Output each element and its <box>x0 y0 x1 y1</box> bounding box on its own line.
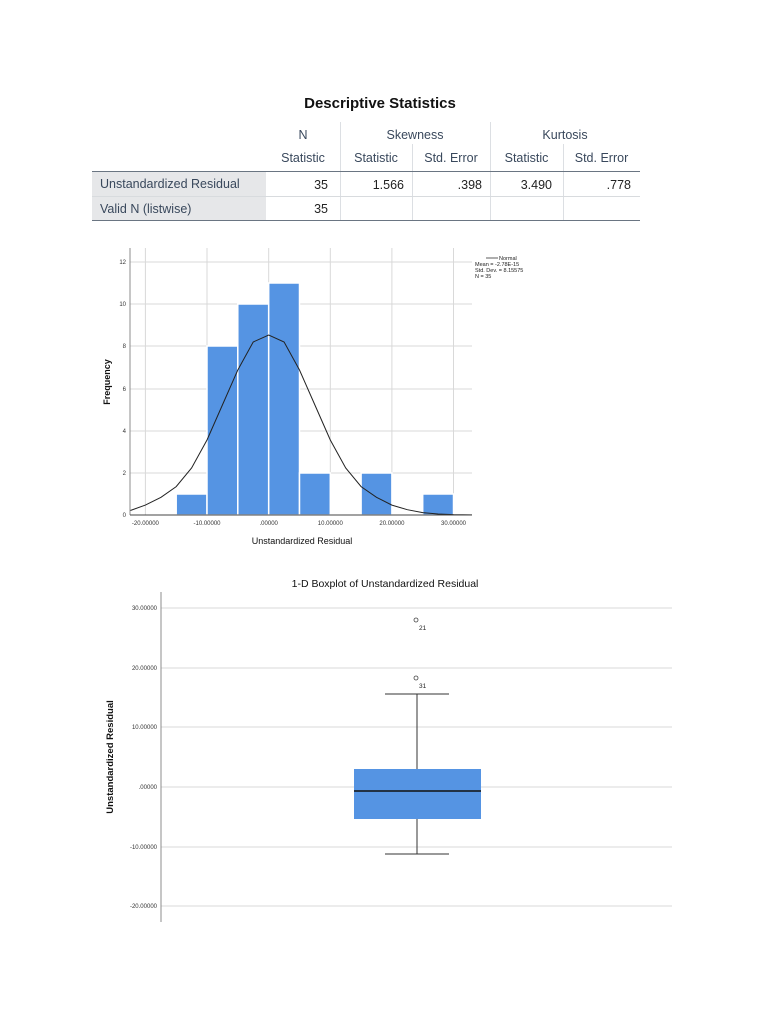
row-label: Unstandardized Residual <box>92 172 266 196</box>
col-divider <box>412 144 413 220</box>
table-bottom-border <box>92 220 640 221</box>
outlier-circle-icon <box>413 617 419 623</box>
y-tick: 0 <box>123 513 127 519</box>
y-tick: 20.00000 <box>132 666 158 672</box>
x-tick: 10.00000 <box>318 521 344 527</box>
y-axis-label: Frequency <box>102 359 112 405</box>
header-skewness: Skewness <box>386 128 444 142</box>
y-tick: -10.00000 <box>130 845 158 851</box>
legend-n: N = 35 <box>475 274 491 280</box>
histogram-bars <box>175 282 455 516</box>
y-tick: .00000 <box>139 785 158 791</box>
subheader-skew-stderr: Std. Error <box>424 151 478 165</box>
y-tick: 6 <box>123 387 127 393</box>
boxplot-outliers: 21 31 <box>413 617 427 690</box>
header-kurtosis: Kurtosis <box>542 128 588 142</box>
col-divider <box>563 144 564 220</box>
table-title-text: Descriptive Statistics <box>304 95 456 112</box>
cell-n: 35 <box>314 202 328 216</box>
cell-skew-se: .398 <box>457 178 482 192</box>
boxplot-whiskers <box>385 693 449 855</box>
x-axis-label: Unstandardized Residual <box>252 536 353 546</box>
y-tick: 2 <box>123 471 127 477</box>
outlier-label: 21 <box>419 625 427 632</box>
bar <box>206 345 239 516</box>
boxplot-box <box>354 769 481 819</box>
row-label: Valid N (listwise) <box>92 197 266 220</box>
x-tick: -10.00000 <box>193 521 221 527</box>
subheader-n-statistic: Statistic <box>281 151 325 165</box>
subheader-kurt-statistic: Statistic <box>504 151 549 165</box>
row-divider <box>92 196 640 197</box>
boxplot-y-tick-labels: 30.00000 20.00000 10.00000 .00000 -10.00… <box>130 606 158 910</box>
y-tick: 10.00000 <box>132 725 158 731</box>
y-tick: 10 <box>119 302 126 308</box>
x-tick: -20.00000 <box>132 521 160 527</box>
x-tick: 30.00000 <box>441 521 467 527</box>
outlier-label: 31 <box>419 683 427 690</box>
outlier-circle-icon <box>413 675 419 681</box>
x-tick-labels: -20.00000 -10.00000 .00000 10.00000 20.0… <box>132 521 467 527</box>
boxplot-title: 1-D Boxplot of Unstandardized Residual <box>292 578 479 590</box>
descriptive-stats-table: N Skewness Kurtosis Statistic Statistic … <box>92 118 640 222</box>
cell-n: 35 <box>314 178 328 192</box>
y-tick: 12 <box>119 260 126 266</box>
y-tick: 4 <box>123 429 127 435</box>
cell-kurt-stat: 3.490 <box>520 178 552 192</box>
y-tick: 8 <box>123 344 127 350</box>
subheader-skew-statistic: Statistic <box>354 151 398 165</box>
header-divider <box>92 171 640 172</box>
bar <box>267 282 301 516</box>
cell-skew-stat: 1.566 <box>372 178 404 192</box>
bar <box>298 472 332 516</box>
legend-std-dev: Std. Dev. = 8.15575 <box>475 268 523 274</box>
legend-normal: Normal <box>499 256 517 262</box>
subheader-kurt-stderr: Std. Error <box>574 151 629 165</box>
table-title: Descriptive Statistics <box>0 95 768 112</box>
y-tick-labels: 0 2 4 6 8 10 12 <box>119 260 126 519</box>
y-tick: 30.00000 <box>132 606 158 612</box>
boxplot-y-axis-label: Unstandardized Residual <box>105 700 116 814</box>
cell-kurt-se: .778 <box>606 178 631 192</box>
x-tick: 20.00000 <box>379 521 405 527</box>
y-tick: -20.00000 <box>130 904 158 910</box>
x-tick: .00000 <box>260 521 279 527</box>
legend-mean: Mean = -2.78E-15 <box>475 262 519 268</box>
normal-curve <box>129 334 473 516</box>
header-n: N <box>298 128 308 142</box>
bar <box>360 472 393 516</box>
histogram-legend: Normal Mean = -2.78E-15 Std. Dev. = 8.15… <box>475 256 523 280</box>
